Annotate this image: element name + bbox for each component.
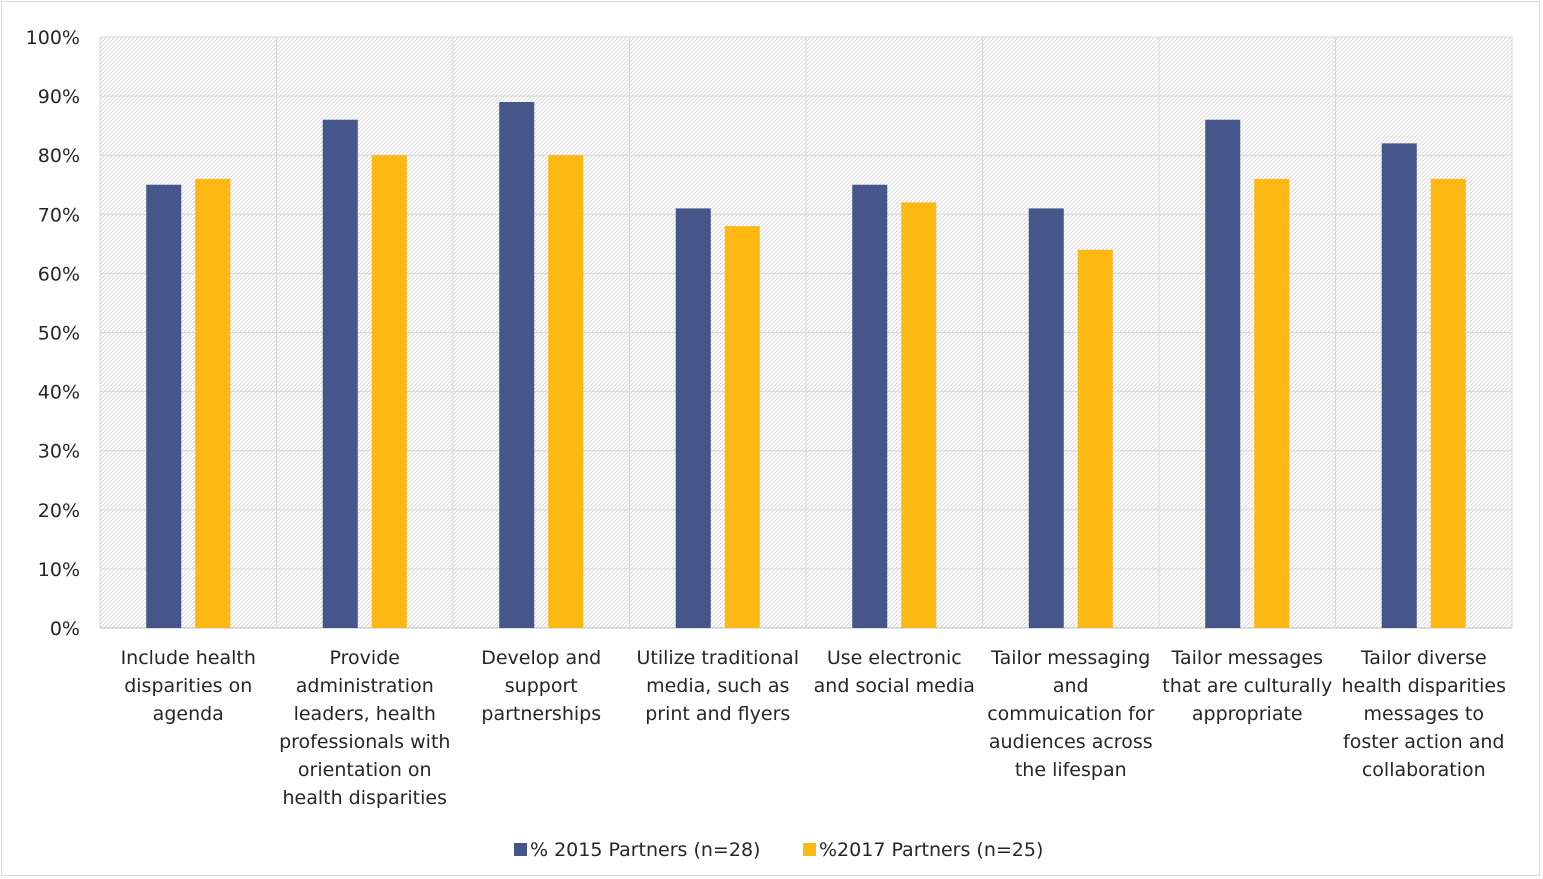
bar-2017-4 [724, 226, 760, 628]
legend-swatch-2015 [514, 843, 527, 856]
bar-2017-5 [901, 202, 937, 629]
bar-2015-6 [1028, 208, 1064, 628]
bar-2017-8 [1430, 178, 1466, 628]
bar-2015-5 [852, 184, 888, 628]
y-tick-label: 0% [50, 618, 80, 640]
y-tick-label: 30% [38, 441, 80, 463]
x-category-label: Tailor messaging and commuication for audie… [987, 647, 1154, 781]
y-tick-label: 80% [38, 145, 80, 167]
bar-2017-2 [371, 155, 407, 628]
legend-label-2017: %2017 Partners (n=25) [819, 839, 1043, 861]
y-tick-label: 10% [38, 559, 80, 581]
x-category-label: Develop and support partnerships [481, 647, 601, 725]
legend-label-2015: % 2015 Partners (n=28) [530, 839, 760, 861]
bar-2015-7 [1205, 119, 1241, 629]
bar-2015-1 [146, 184, 182, 628]
x-category-label: Use electronic and social media [814, 647, 975, 697]
x-category-label: Tailor messages that are culturally approp… [1162, 647, 1332, 725]
x-category-label: Utilize traditional media, such as print a… [637, 647, 799, 725]
y-tick-label: 20% [38, 500, 80, 522]
bar-2015-3 [499, 102, 535, 628]
y-tick-label: 50% [38, 323, 80, 345]
bar-2017-1 [195, 178, 231, 628]
bar-2015-2 [322, 119, 358, 629]
bar-2017-6 [1077, 249, 1113, 628]
bars [146, 102, 1466, 629]
y-tick-label: 90% [38, 86, 80, 108]
legend-swatch-2017 [803, 843, 816, 856]
bar-2017-3 [548, 155, 584, 628]
x-category-label: Include health disparities on agenda [121, 647, 256, 725]
bar-2017-7 [1254, 178, 1290, 628]
y-tick-label: 40% [38, 382, 80, 404]
axes: 0% 10% 20% 30% 40% 50% 60% 70% 80% 90% 100% Include… [26, 27, 1506, 809]
bar-2015-4 [675, 208, 711, 628]
y-tick-label: 60% [38, 263, 80, 285]
y-tick-label: 100% [26, 27, 80, 49]
x-category-label: Tailor diverse health disparities messages… [1341, 647, 1506, 781]
bar-2015-8 [1381, 143, 1417, 628]
legend: % 2015 Partners (n=28) %2017 Partners (n=… [514, 839, 1043, 861]
y-tick-label: 70% [38, 204, 80, 226]
x-category-label: Provide administration leaders, health prof… [279, 647, 450, 809]
